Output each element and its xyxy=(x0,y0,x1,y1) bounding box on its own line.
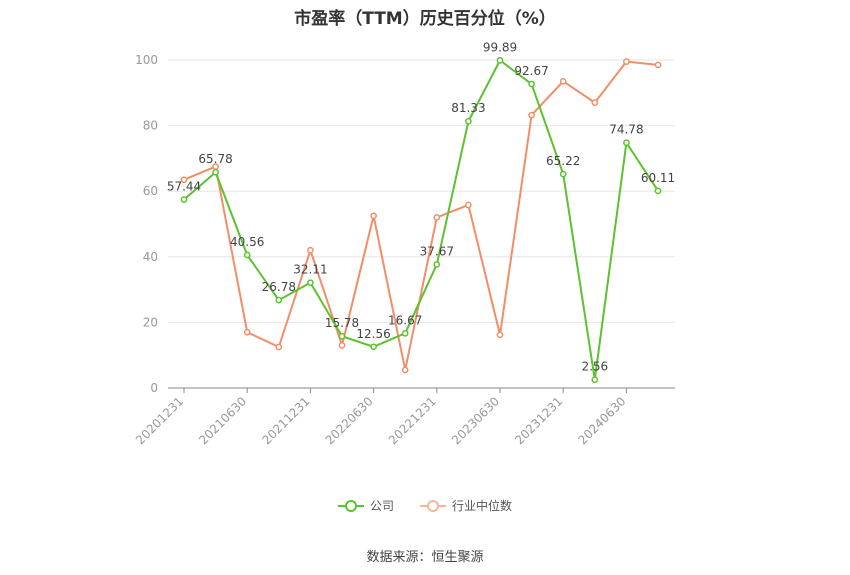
legend-item-company[interactable]: 公司 xyxy=(337,497,394,514)
chart-title: 市盈率（TTM）历史百分位（%） xyxy=(294,9,556,29)
data-point-company[interactable] xyxy=(528,80,535,88)
data-point-company[interactable] xyxy=(180,196,188,203)
data-point-industry-median[interactable] xyxy=(275,343,283,351)
legend: 公司 行业中位数 xyxy=(0,497,850,514)
y-tick-label: 20 xyxy=(143,315,158,329)
series xyxy=(180,57,662,383)
data-label-company: 2.56 xyxy=(581,360,608,374)
data-label-company: 16.67 xyxy=(388,313,422,327)
x-tick-label: 20210630 xyxy=(196,394,249,447)
legend-swatch-industry-median xyxy=(420,499,446,513)
data-label-company: 92.67 xyxy=(514,64,548,78)
data-labels: 57.44 65.78 40.56 26.78 32.11 15.7812.5616.67… xyxy=(167,40,675,373)
data-point-industry-median[interactable] xyxy=(654,61,662,69)
data-label-company: 99.89 xyxy=(483,40,517,54)
data-point-company[interactable] xyxy=(559,170,567,178)
data-point-company[interactable] xyxy=(275,296,283,304)
data-source: 数据来源：恒生聚源 xyxy=(366,550,484,565)
data-label-company: 60.11 xyxy=(641,171,675,185)
y-tick-label: 80 xyxy=(143,119,158,133)
data-point-company[interactable] xyxy=(370,343,377,351)
series-line-industry-median xyxy=(183,60,659,371)
data-label-company: 40.56 xyxy=(230,235,264,249)
data-label-company: 26.78 xyxy=(262,280,296,294)
data-point-company[interactable] xyxy=(623,139,630,147)
data-point-industry-median[interactable] xyxy=(307,246,314,254)
data-label-company: 32.11 xyxy=(293,263,327,277)
data-label-company: 65.78 xyxy=(198,152,232,166)
y-tick-label: 0 xyxy=(150,381,158,395)
y-tick-label: 100 xyxy=(135,53,158,67)
data-label-company: 81.33 xyxy=(451,101,485,115)
legend-label-company: 公司 xyxy=(369,499,394,513)
series-line-company xyxy=(183,59,659,381)
grid-lines xyxy=(168,59,675,323)
data-point-company[interactable] xyxy=(496,57,504,64)
data-point-industry-median[interactable] xyxy=(180,176,188,184)
data-point-industry-median[interactable] xyxy=(559,77,567,85)
data-point-company[interactable] xyxy=(591,376,599,383)
data-point-industry-median[interactable] xyxy=(401,366,409,374)
x-tick-label: 20220630 xyxy=(323,394,376,447)
x-tick-label: 20230630 xyxy=(449,394,502,447)
x-tick-label: 20240630 xyxy=(575,394,628,447)
data-point-company[interactable] xyxy=(212,168,219,176)
data-point-company[interactable] xyxy=(433,261,441,268)
data-point-company[interactable] xyxy=(465,117,472,125)
x-tick-label: 20231231 xyxy=(512,394,565,447)
x-tick-label: 20221231 xyxy=(386,394,439,447)
data-point-industry-median[interactable] xyxy=(591,99,599,106)
data-point-industry-median[interactable] xyxy=(370,212,377,220)
y-tick-label: 60 xyxy=(143,184,158,198)
data-label-company: 37.67 xyxy=(420,244,454,258)
data-point-company[interactable] xyxy=(338,332,346,340)
data-point-industry-median[interactable] xyxy=(465,201,472,209)
data-point-industry-median[interactable] xyxy=(243,328,251,336)
legend-swatch-company xyxy=(337,499,364,513)
data-point-company[interactable] xyxy=(654,187,662,195)
data-point-industry-median[interactable] xyxy=(338,342,346,349)
data-point-industry-median[interactable] xyxy=(496,331,504,339)
data-label-company: 57.44 xyxy=(167,180,201,194)
data-point-company[interactable] xyxy=(307,279,314,287)
data-label-company: 12.56 xyxy=(356,327,390,341)
y-tick-label: 40 xyxy=(143,250,158,264)
data-label-company: 74.78 xyxy=(609,123,643,137)
legend-item-industry-median[interactable]: 行业中位数 xyxy=(420,497,512,514)
legend-label-industry-median: 行业中位数 xyxy=(452,499,513,513)
data-point-industry-median[interactable] xyxy=(623,58,630,65)
data-label-company: 15.78 xyxy=(325,316,359,330)
x-tick-label: 20201231 xyxy=(133,394,186,447)
data-point-industry-median[interactable] xyxy=(433,214,441,221)
data-point-company[interactable] xyxy=(401,329,409,337)
data-point-company[interactable] xyxy=(243,251,251,259)
data-point-industry-median[interactable] xyxy=(528,111,535,119)
x-tick-label: 20211231 xyxy=(259,394,312,447)
data-label-company: 65.22 xyxy=(546,154,580,168)
